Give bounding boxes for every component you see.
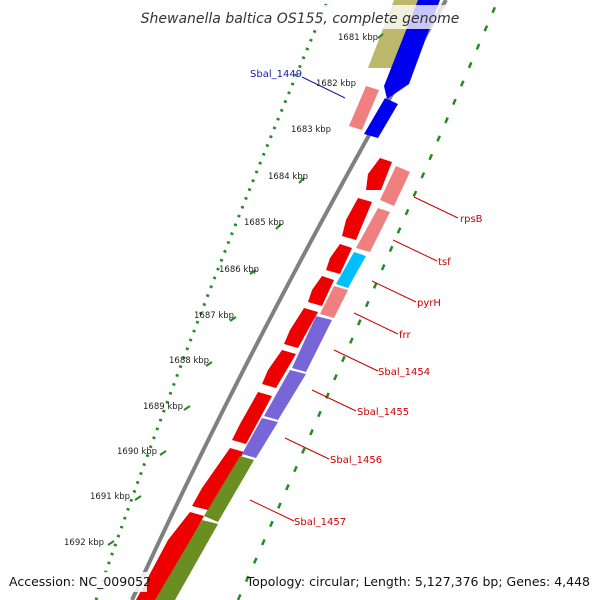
tick-label: 1690 kbp [117, 447, 157, 457]
tick-label: 1682 kbp [316, 79, 356, 89]
cds-pink-frr [320, 286, 348, 318]
gene-leader-lines [249, 76, 459, 522]
tick-mark [107, 540, 115, 546]
tick-label: 1687 kbp [194, 311, 234, 321]
gc-track-outer-dotted [94, 0, 330, 600]
leader-sbal-1454 [333, 349, 379, 372]
leader-sbal-1456 [284, 437, 330, 460]
cds-red-1 [366, 158, 392, 190]
title-background [142, 5, 460, 29]
leader-pyrh [371, 280, 417, 303]
gene-label-sbal-1454[interactable]: Sbal_1454 [378, 367, 430, 378]
gene-label-frr[interactable]: frr [399, 330, 411, 341]
cds-red-6 [262, 350, 296, 388]
cds-purple-sbal-1455 [264, 370, 306, 420]
cds-red-3 [326, 244, 352, 274]
gc-track-inner-dashed [236, 0, 500, 600]
tick-mark [205, 361, 213, 367]
leader-frr [353, 312, 399, 335]
gene-label-sbal-1457[interactable]: Sbal_1457 [294, 517, 346, 528]
gene-label-sbal-1455[interactable]: Sbal_1455 [357, 407, 409, 418]
tick-label: 1681 kbp [338, 33, 378, 43]
pink-feature-sbal-1449 [349, 86, 379, 130]
tick-mark [183, 405, 191, 411]
leader-rpsb [413, 196, 459, 219]
tick-label: 1683 kbp [291, 125, 331, 135]
cds-cyan-pyrh [336, 252, 366, 288]
cds-red-4 [308, 276, 334, 306]
tick-label: 1684 kbp [268, 172, 308, 182]
cds-olive-1 [204, 456, 254, 522]
tick-label: 1688 kbp [169, 356, 209, 366]
gene-label-tsf[interactable]: tsf [438, 257, 451, 268]
cds-purple-sbal-1454 [292, 316, 332, 372]
tick-mark [134, 495, 142, 501]
tick-label: 1685 kbp [244, 218, 284, 228]
genome-title: Shewanella baltica OS155, complete genom… [141, 11, 460, 27]
tick-label: 1686 kbp [219, 265, 259, 275]
tick-mark [298, 177, 305, 184]
tick-mark [377, 33, 384, 39]
gene-label-sbal-1449[interactable]: Sbal_1449 [250, 69, 302, 80]
cds-purple-sbal-1456 [242, 418, 278, 458]
tick-mark [249, 269, 257, 275]
cds-red-7 [232, 392, 272, 444]
accession-text: Accession: NC_009052 [9, 574, 151, 589]
leader-tsf [392, 239, 438, 262]
tick-label: 1692 kbp [64, 538, 104, 548]
tick-mark [275, 223, 282, 230]
tick-mark [159, 450, 167, 456]
gene-label-pyrh[interactable]: pyrH [417, 298, 441, 309]
tick-label: 1689 kbp [143, 402, 183, 412]
gene-label-rpsb[interactable]: rpsB [460, 214, 483, 225]
cds-pink-rpsb [380, 166, 410, 206]
cds-red-5 [284, 308, 318, 348]
cds-red-2 [342, 198, 372, 240]
cds-pink-tsf [356, 208, 390, 252]
gene-labels: Sbal_1449 rpsB tsf pyrH frr Sbal_1454 Sb… [250, 69, 483, 528]
leader-sbal-1455 [311, 389, 357, 412]
leader-sbal-1449 [301, 76, 346, 99]
blue-feature-2 [364, 98, 398, 138]
topology-text: Topology: circular; Length: 5,127,376 bp… [246, 574, 590, 589]
cds-red-8 [192, 448, 244, 510]
cds-olive-2 [155, 520, 218, 600]
accession-background [5, 572, 147, 592]
leader-sbal-1457 [249, 499, 295, 522]
tick-label: 1691 kbp [90, 492, 130, 502]
topology-background [256, 572, 594, 592]
gene-label-sbal-1456[interactable]: Sbal_1456 [330, 455, 382, 466]
kbp-ticks: 1681 kbp 1682 kbp 1683 kbp 1684 kbp 1685… [64, 33, 384, 548]
cds-red-9 [136, 512, 204, 600]
tick-mark [229, 316, 237, 322]
